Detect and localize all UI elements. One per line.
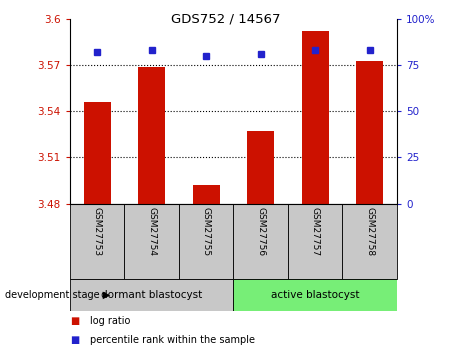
Bar [234,204,288,279]
Text: GSM27758: GSM27758 [365,207,374,256]
Bar [124,204,179,279]
Text: GSM27754: GSM27754 [147,207,156,256]
Text: ■: ■ [70,335,79,345]
Bar [356,60,383,204]
Bar [83,102,111,204]
Text: GSM27756: GSM27756 [256,207,265,256]
Bar [70,279,234,311]
Text: GSM27755: GSM27755 [202,207,211,256]
Bar [70,204,124,279]
Bar [234,279,397,311]
Bar [193,185,220,204]
Text: ■: ■ [70,316,79,326]
Bar [288,204,342,279]
Bar [138,67,165,204]
Text: GSM27753: GSM27753 [92,207,101,256]
Text: log ratio: log ratio [90,316,131,326]
Text: dormant blastocyst: dormant blastocyst [101,290,202,300]
Text: active blastocyst: active blastocyst [271,290,359,300]
Bar [342,204,397,279]
Bar [247,131,274,204]
Bar [302,31,329,204]
Bar [179,204,234,279]
Text: GSM27757: GSM27757 [311,207,320,256]
Text: GDS752 / 14567: GDS752 / 14567 [171,12,280,25]
Text: percentile rank within the sample: percentile rank within the sample [90,335,255,345]
Text: development stage ▶: development stage ▶ [5,290,110,300]
